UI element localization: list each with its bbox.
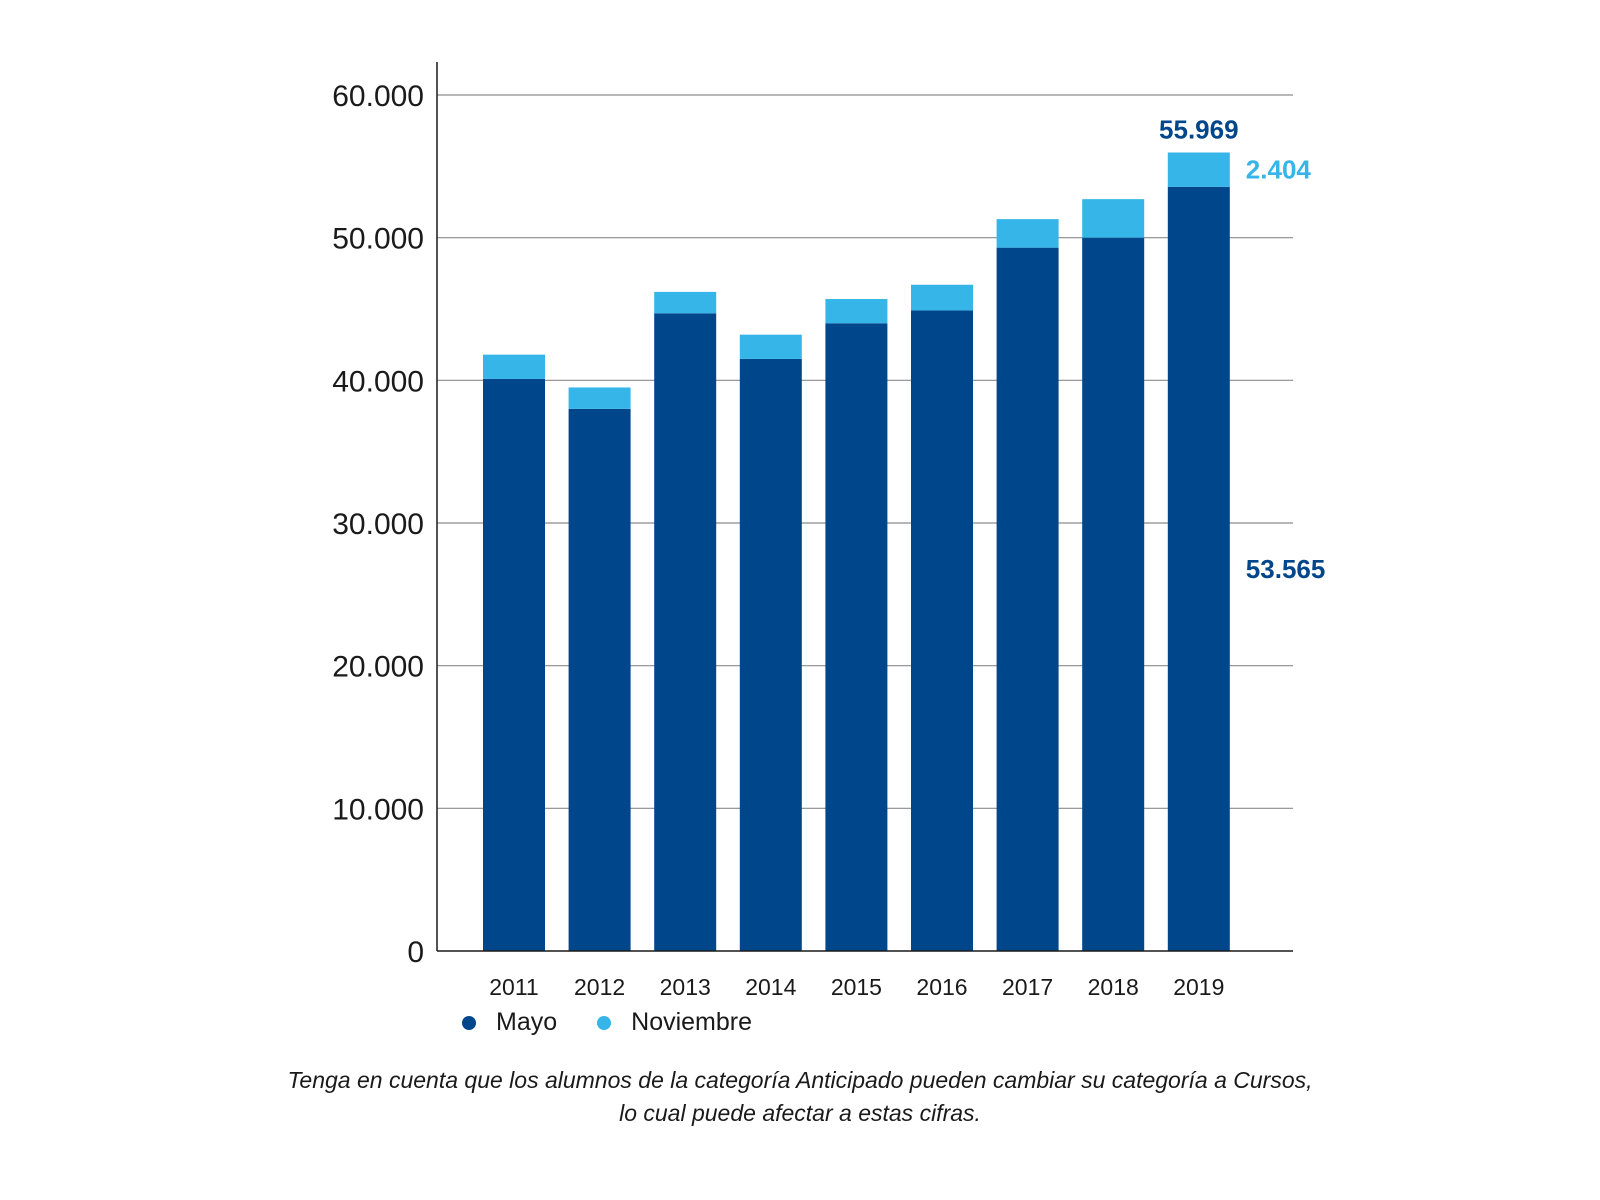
- bar-noviembre-2016: [911, 284, 973, 311]
- x-tick-label: 2015: [831, 974, 882, 1000]
- legend-dot-noviembre: [597, 1015, 612, 1030]
- footnote: Tenga en cuenta que los alumnos de la ca…: [0, 1064, 1600, 1130]
- bar-mayo-2014: [739, 358, 802, 951]
- annotation-noviembre-2019: 2.404: [1246, 155, 1312, 185]
- annotation-mayo-2019: 53.565: [1246, 554, 1326, 584]
- footnote-line-2: lo cual puede afectar a estas cifras.: [619, 1100, 981, 1126]
- bar-noviembre-2013: [654, 291, 717, 314]
- bar-noviembre-2019: [1167, 152, 1230, 187]
- bar-mayo-2018: [1082, 237, 1145, 951]
- bar-mayo-2017: [996, 247, 1059, 952]
- bar-noviembre-2017: [996, 219, 1059, 248]
- x-tick-label: 2018: [1088, 974, 1139, 1000]
- x-tick-label: 2012: [574, 974, 625, 1000]
- y-tick-label: 50.000: [332, 223, 424, 256]
- x-tick-labels: 2011 2012 2013 2014 2015 2016 2017 2018 2019: [489, 974, 1224, 1000]
- legend: Mayo Noviembre: [462, 1008, 792, 1037]
- y-tick-label: 60.000: [332, 80, 424, 113]
- bar-mayo-2012: [568, 408, 631, 951]
- y-tick-label: 10.000: [332, 793, 424, 826]
- y-tick-label: 40.000: [332, 365, 424, 398]
- bars: [483, 152, 1230, 952]
- bar-noviembre-2012: [568, 387, 631, 409]
- y-tick-labels: 0 10.000 20.000 30.000 40.000 50.000 60.000: [332, 80, 424, 969]
- legend-item-noviembre: Noviembre: [597, 1008, 752, 1037]
- bar-mayo-2011: [483, 378, 545, 951]
- x-tick-label: 2016: [916, 974, 967, 1000]
- bar-noviembre-2011: [483, 354, 545, 379]
- bar-mayo-2019: [1167, 186, 1230, 951]
- footnote-line-1: Tenga en cuenta que los alumnos de la ca…: [287, 1067, 1313, 1093]
- legend-label-noviembre: Noviembre: [631, 1008, 753, 1036]
- legend-dot-mayo: [462, 1015, 476, 1030]
- x-tick-label: 2014: [745, 974, 796, 1000]
- y-tick-label: 20.000: [332, 651, 424, 684]
- x-tick-label: 2013: [660, 974, 711, 1000]
- bar-noviembre-2014: [739, 334, 802, 359]
- x-tick-label: 2019: [1173, 974, 1224, 1000]
- bar-mayo-2015: [825, 323, 888, 951]
- bar-mayo-2013: [654, 313, 717, 951]
- y-tick-label: 30.000: [332, 508, 424, 541]
- x-tick-label: 2011: [489, 974, 538, 1000]
- x-tick-label: 2017: [1002, 974, 1053, 1000]
- legend-label-mayo: Mayo: [496, 1008, 558, 1036]
- bar-mayo-2016: [911, 310, 973, 952]
- bar-noviembre-2018: [1082, 199, 1145, 238]
- annotation-total-2019: 55.969: [1159, 115, 1239, 145]
- y-tick-label: 0: [407, 936, 424, 969]
- bar-noviembre-2015: [825, 299, 888, 324]
- legend-item-mayo: Mayo: [462, 1008, 557, 1037]
